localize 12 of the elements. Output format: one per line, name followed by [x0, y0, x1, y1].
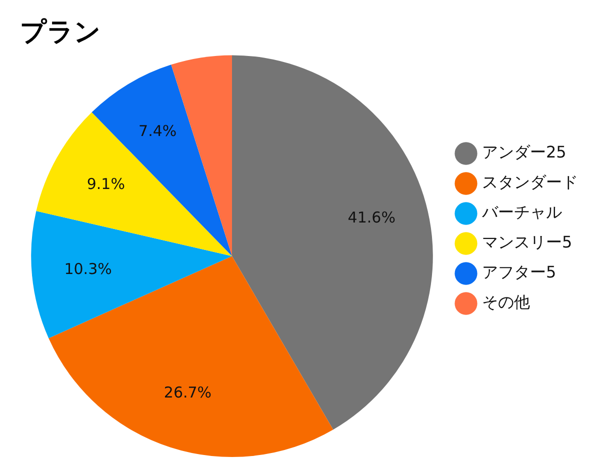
- data-label: 7.4%: [138, 122, 177, 140]
- legend-label: アフター5: [482, 262, 556, 282]
- legend-label: アンダー25: [482, 142, 566, 162]
- data-label: 9.1%: [86, 175, 125, 194]
- legend-label: マンスリー5: [482, 232, 572, 252]
- data-label: 10.3%: [64, 260, 112, 278]
- legend-label: その他: [482, 292, 530, 312]
- data-label: 41.6%: [348, 208, 396, 226]
- legend-label: スタンダード: [482, 172, 578, 192]
- chart-title: プラン: [20, 17, 101, 48]
- legend-label: バーチャル: [481, 202, 562, 222]
- data-label: 26.7%: [164, 384, 212, 402]
